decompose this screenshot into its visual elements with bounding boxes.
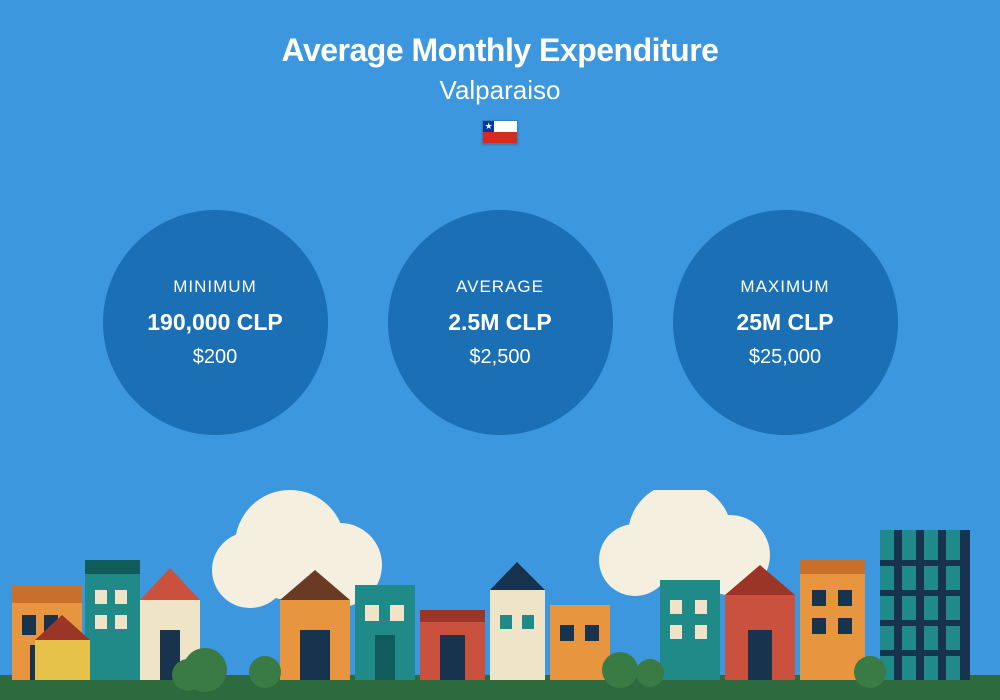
chile-flag-icon: ★ — [482, 120, 518, 144]
flag-star-icon: ★ — [485, 122, 493, 131]
stat-sub-value: $25,000 — [749, 346, 821, 369]
header: Average Monthly Expenditure Valparaiso ★ — [0, 32, 1000, 144]
stat-circle-minimum: MINIMUM 190,000 CLP $200 — [103, 210, 328, 435]
stat-label: MINIMUM — [173, 277, 256, 297]
stat-label: AVERAGE — [456, 277, 544, 297]
stat-circle-maximum: MAXIMUM 25M CLP $25,000 — [673, 210, 898, 435]
page-subtitle: Valparaiso — [0, 75, 1000, 106]
flag-red-stripe — [483, 132, 517, 143]
stat-circle-average: AVERAGE 2.5M CLP $2,500 — [388, 210, 613, 435]
stat-main-value: 2.5M CLP — [448, 309, 552, 336]
stat-circles-row: MINIMUM 190,000 CLP $200 AVERAGE 2.5M CL… — [0, 210, 1000, 435]
stat-sub-value: $2,500 — [469, 346, 530, 369]
stat-sub-value: $200 — [193, 346, 238, 369]
stat-label: MAXIMUM — [740, 277, 829, 297]
stat-main-value: 190,000 CLP — [147, 309, 283, 336]
page-title: Average Monthly Expenditure — [0, 32, 1000, 69]
flag-canton: ★ — [483, 121, 494, 132]
stat-main-value: 25M CLP — [736, 309, 833, 336]
